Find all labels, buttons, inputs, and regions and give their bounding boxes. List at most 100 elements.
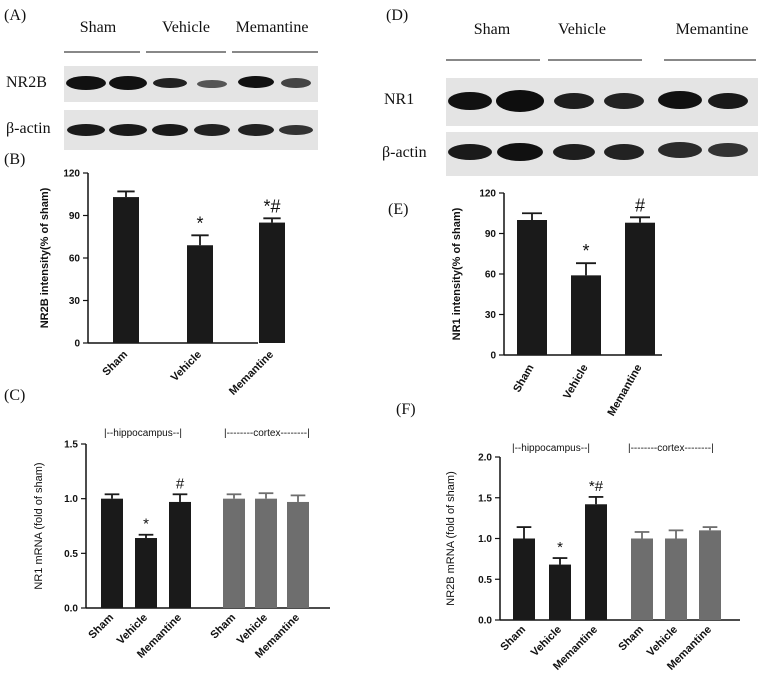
bar-vehicle [187, 245, 213, 343]
blot-a-row-label-nr2b: NR2B [6, 74, 47, 91]
bar-sham [513, 538, 535, 620]
blot-d-band [658, 91, 702, 109]
blot-d-row-label-actin: β-actin [382, 144, 427, 161]
y-tick-label: 0.0 [64, 604, 78, 615]
blot-a-band [281, 78, 311, 88]
y-tick-label: 30 [69, 296, 81, 307]
bar-memantine [169, 501, 191, 608]
y-tick-label: 0 [490, 351, 496, 362]
panel-d-label: (D) [386, 7, 408, 24]
blot-a-band [109, 76, 147, 90]
category-label: Memantine [605, 363, 644, 419]
significance-marker: * [143, 516, 149, 533]
bar-sham [113, 197, 139, 343]
category-label: Sham [498, 623, 528, 653]
y-tick-label: 0.5 [478, 575, 492, 586]
y-tick-label: 120 [63, 169, 80, 180]
blot-a-header-sham: Sham [80, 19, 117, 36]
blot-a-header-memantine: Memantine [236, 19, 309, 36]
y-axis-label: NR2B intensity(% of sham) [39, 187, 51, 328]
blot-d-band [497, 143, 543, 161]
category-label: Sham [208, 611, 238, 641]
blot-d-header-vehicle: Vehicle [558, 21, 606, 38]
significance-marker: * [582, 241, 589, 261]
panel-a: (A) Sham Vehicle Memantine NR2B β-actin [4, 7, 318, 150]
blot-d-band [708, 93, 748, 109]
blot-d-header-memantine: Memantine [676, 21, 749, 38]
panel-c-region-cortex: |--------cortex--------| [224, 428, 310, 439]
category-label: Vehicle [169, 349, 204, 384]
significance-marker: *# [263, 196, 280, 216]
blot-a-band [194, 124, 230, 136]
blot-d-band [448, 92, 492, 110]
panel-a-label: (A) [4, 7, 26, 24]
category-label: Sham [86, 611, 116, 641]
chart-b-nr2b-protein: (B) 0 30 60 90 120 NR2B intensity(% of sham) Sh… [4, 151, 285, 398]
blot-d-band [496, 90, 544, 112]
y-axis-label: NR1 intensity(% of sham) [451, 207, 463, 340]
y-tick-label: 60 [69, 254, 81, 265]
panel-c-region-hippocampus: |--hippocampus--| [104, 428, 182, 439]
significance-marker: * [196, 213, 203, 233]
y-axis-label: NR2B mRNA (fold of sham) [445, 471, 457, 605]
chart-e-nr1-protein: (E) 0 30 60 90 120 NR1 intensity(% of sham) Sha… [388, 189, 662, 419]
y-tick-label: 2.0 [478, 453, 492, 464]
y-tick-label: 90 [485, 229, 497, 240]
blot-d-band [554, 93, 594, 109]
blot-a-band [153, 78, 187, 88]
bar-vehicle [135, 538, 157, 608]
bar-memantine [625, 222, 655, 355]
bar-memantine [259, 222, 285, 343]
category-label: Vehicle [561, 363, 590, 402]
panel-f-region-hippocampus: |--hippocampus--| [512, 443, 590, 454]
blot-a-strip-nr2b [64, 66, 318, 102]
y-axis-label: NR1 mRNA (fold of sham) [33, 462, 45, 589]
bar-memantine [699, 530, 721, 620]
panel-f-region-cortex: |--------cortex--------| [628, 443, 714, 454]
blot-d-row-label-nr1: NR1 [384, 91, 414, 108]
bar-sham [631, 538, 653, 620]
y-tick-label: 1.0 [64, 494, 78, 505]
y-tick-label: 0 [74, 339, 80, 350]
panel-c-label: (C) [4, 387, 25, 404]
blot-a-band [197, 80, 227, 88]
significance-marker: # [176, 475, 185, 492]
blot-a-band [67, 124, 105, 136]
bar-vehicle [255, 498, 277, 608]
blot-a-band [238, 124, 274, 136]
panel-e-label: (E) [388, 201, 408, 218]
bar-vehicle [665, 538, 687, 620]
panel-b-label: (B) [4, 151, 25, 168]
blot-a-header-vehicle: Vehicle [162, 19, 210, 36]
blot-a-band [152, 124, 188, 136]
y-tick-label: 1.0 [478, 534, 492, 545]
blot-d-strip-actin [446, 132, 758, 176]
bar-memantine [287, 501, 309, 608]
bar-vehicle [549, 564, 571, 620]
category-label: Sham [616, 623, 646, 653]
bar-vehicle [571, 275, 601, 355]
y-tick-label: 1.5 [478, 493, 492, 504]
chart-c-nr1-mrna: 0.0 0.5 1.0 1.5 NR1 mRNA (fold of sham) Sham *… [33, 440, 330, 661]
blot-d-header-sham: Sham [474, 21, 511, 38]
bar-sham [101, 498, 123, 608]
panel-f-label: (F) [396, 401, 416, 418]
blot-d-band [658, 142, 702, 158]
panel-d: (D) Sham Vehicle Memantine NR1 β-actin [382, 7, 758, 176]
significance-marker: * [557, 539, 563, 556]
blot-a-band [279, 125, 313, 135]
bar-memantine [585, 504, 607, 620]
chart-f-nr2b-mrna: 0.0 0.5 1.0 1.5 2.0 NR2B mRNA (fold of sham) S… [445, 453, 740, 673]
bar-sham [223, 498, 245, 608]
y-tick-label: 30 [485, 310, 497, 321]
blot-d-band [604, 93, 644, 109]
blot-d-band [553, 144, 595, 160]
y-tick-label: 60 [485, 270, 497, 281]
blot-a-band [66, 76, 106, 90]
y-tick-label: 0.5 [64, 549, 78, 560]
y-tick-label: 0.0 [478, 616, 492, 627]
significance-marker: *# [589, 478, 604, 495]
bar-sham [517, 220, 547, 355]
category-label: Sham [100, 348, 130, 378]
